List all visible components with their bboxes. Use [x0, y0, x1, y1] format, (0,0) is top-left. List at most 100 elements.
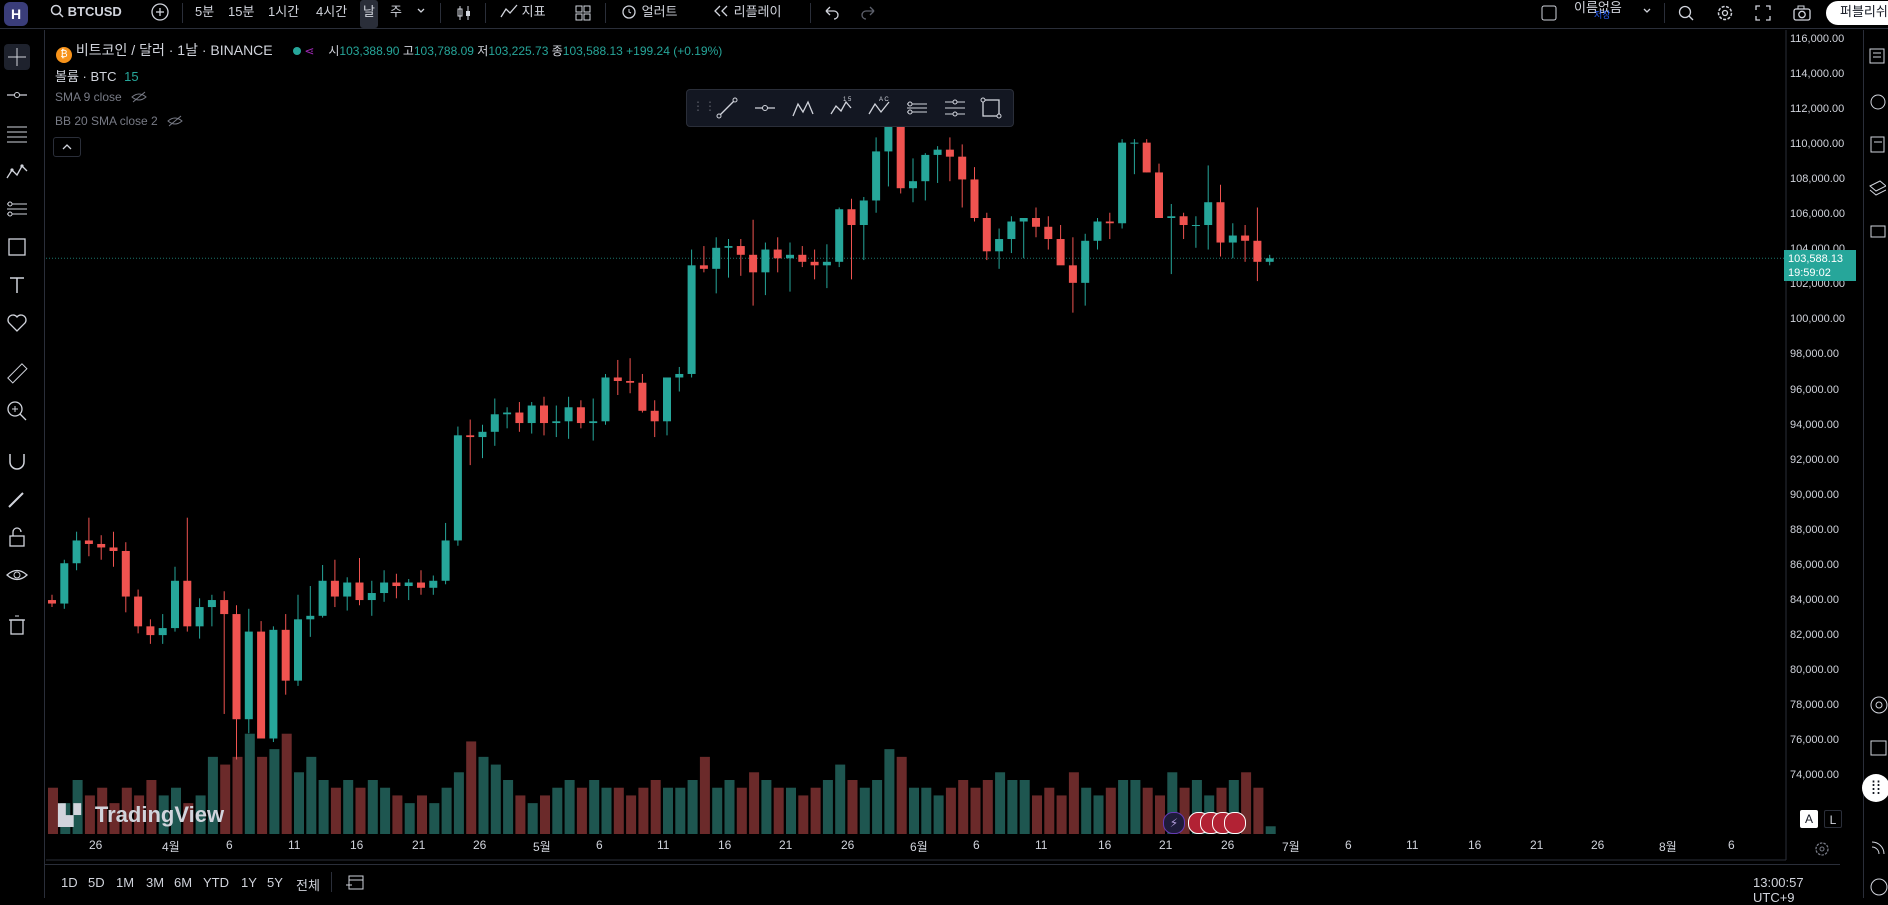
range-3m[interactable]: 3M: [146, 875, 165, 890]
range-1y[interactable]: 1Y: [241, 875, 257, 890]
range-5d[interactable]: 5D: [88, 875, 105, 890]
pencil-lock-icon[interactable]: [4, 486, 30, 512]
eye-hidden-icon[interactable]: [167, 115, 183, 127]
interval-week[interactable]: 주: [390, 4, 402, 19]
elliott-wave-icon[interactable]: 1 5: [829, 96, 853, 120]
layout-dropdown[interactable]: [1642, 0, 1652, 28]
trash-icon[interactable]: [4, 612, 30, 638]
apps-grid-icon[interactable]: ⁞⁞: [1862, 774, 1888, 802]
range-ytd[interactable]: YTD: [203, 875, 229, 890]
auto-scale-button[interactable]: A: [1800, 810, 1818, 828]
target-icon[interactable]: [1866, 694, 1888, 716]
fib-icon[interactable]: [943, 96, 967, 120]
candle-body: [97, 543, 106, 548]
volume-bar: [982, 780, 993, 834]
layout-name[interactable]: 이름없음: [1574, 0, 1622, 15]
log-scale-button[interactable]: L: [1824, 810, 1842, 828]
sma-indicator[interactable]: SMA 9 close: [55, 90, 147, 104]
volume-bar: [1253, 787, 1264, 834]
pattern-icon[interactable]: [791, 96, 815, 120]
crosshair-icon[interactable]: [4, 44, 30, 70]
symbol-title[interactable]: 비트코인 / 달러 · 1날 · BINANCE: [75, 42, 273, 58]
interval-15m[interactable]: 15분: [228, 4, 255, 19]
volume-indicator[interactable]: 볼륨 · BTC 15: [55, 66, 139, 85]
replay-button[interactable]: 리플레이: [712, 0, 781, 28]
goto-date-icon[interactable]: [345, 873, 365, 891]
pattern-icon[interactable]: [4, 158, 30, 184]
time-tick-label: 5월: [533, 840, 551, 854]
range-1d[interactable]: 1D: [61, 875, 78, 890]
interval-1h[interactable]: 1시간: [268, 4, 300, 19]
settings-button[interactable]: [1716, 4, 1734, 32]
interval-5m[interactable]: 5분: [195, 4, 215, 19]
eye-hidden-icon[interactable]: [131, 91, 147, 103]
symbol-search[interactable]: BTCUSD: [50, 0, 122, 28]
eye-icon[interactable]: [4, 562, 30, 588]
help-icon[interactable]: [1866, 876, 1888, 898]
rectangle-icon[interactable]: [979, 96, 1003, 120]
range-5y[interactable]: 5Y: [267, 875, 283, 890]
interval-4h[interactable]: 4시간: [316, 4, 348, 19]
collapse-legend-button[interactable]: [53, 137, 81, 157]
abc-pattern-icon[interactable]: A C: [867, 96, 891, 120]
symbol-label: BTCUSD: [67, 4, 122, 19]
trend-line-icon[interactable]: [4, 82, 30, 108]
gear-icon[interactable]: [1814, 841, 1830, 857]
range-6m[interactable]: 6M: [174, 875, 193, 890]
data-window-icon[interactable]: [1866, 134, 1886, 154]
candle-body: [429, 580, 438, 588]
forecast-icon[interactable]: [905, 96, 929, 120]
text-icon[interactable]: [4, 272, 30, 298]
volume-bar: [822, 780, 833, 834]
add-symbol-button[interactable]: [150, 2, 170, 30]
indicators-button[interactable]: 지표: [500, 0, 546, 28]
volume-bar: [48, 787, 58, 834]
snapshot-button[interactable]: [1792, 4, 1812, 32]
range-all[interactable]: 전체: [296, 878, 320, 893]
fib-lines-icon[interactable]: [4, 120, 30, 146]
fullscreen-button[interactable]: [1754, 4, 1772, 32]
forecast-icon[interactable]: [4, 196, 30, 222]
horizontal-line-icon[interactable]: [753, 96, 777, 120]
us-flag-icon[interactable]: [1224, 812, 1246, 834]
drag-handle-icon[interactable]: ⋮⋮: [692, 99, 716, 113]
undo-button[interactable]: [822, 3, 840, 31]
range-1m[interactable]: 1M: [116, 875, 135, 890]
alerts-clock-icon[interactable]: [1866, 92, 1886, 112]
trend-line-icon[interactable]: [715, 96, 739, 120]
lightning-event-icon[interactable]: ⚡: [1163, 812, 1185, 834]
candle-body: [232, 614, 241, 720]
time-tick-label: 6: [226, 838, 233, 852]
quick-search-button[interactable]: [1677, 4, 1695, 32]
ruler-icon[interactable]: [4, 360, 30, 386]
zoom-in-icon[interactable]: [4, 398, 30, 424]
publish-button[interactable]: 퍼블리쉬: [1826, 1, 1888, 25]
candle-body: [330, 580, 339, 597]
watchlist-icon[interactable]: [1866, 46, 1886, 66]
chart-type-button[interactable]: [455, 4, 473, 32]
chat-icon[interactable]: [1866, 222, 1886, 242]
alert-button[interactable]: 얼러트: [620, 0, 678, 28]
magnet-icon[interactable]: [4, 448, 30, 474]
broadcast-icon[interactable]: [1866, 836, 1888, 858]
rectangle-icon[interactable]: [4, 234, 30, 260]
layout-checkbox[interactable]: [1540, 4, 1558, 32]
alarm-clock-icon: [622, 5, 636, 19]
floating-drawing-toolbar: ⋮⋮ 1 5 A C: [686, 89, 1014, 127]
clock[interactable]: 13:00:57 UTC+9: [1753, 875, 1804, 905]
redo-button[interactable]: [860, 3, 878, 31]
app-logo[interactable]: H: [4, 2, 28, 26]
candle-body: [207, 600, 216, 608]
bb-indicator[interactable]: BB 20 SMA close 2: [55, 114, 183, 128]
templates-button[interactable]: [574, 4, 592, 32]
layers-icon[interactable]: [1866, 178, 1886, 198]
lock-icon[interactable]: [4, 524, 30, 550]
heart-icon[interactable]: [4, 310, 30, 336]
calendar-icon[interactable]: [1866, 736, 1888, 758]
volume-bar: [638, 787, 649, 834]
interval-day[interactable]: 날: [360, 0, 378, 28]
volume-value: 15: [124, 69, 139, 84]
interval-dropdown[interactable]: [416, 0, 426, 28]
economic-events[interactable]: [1188, 812, 1246, 834]
